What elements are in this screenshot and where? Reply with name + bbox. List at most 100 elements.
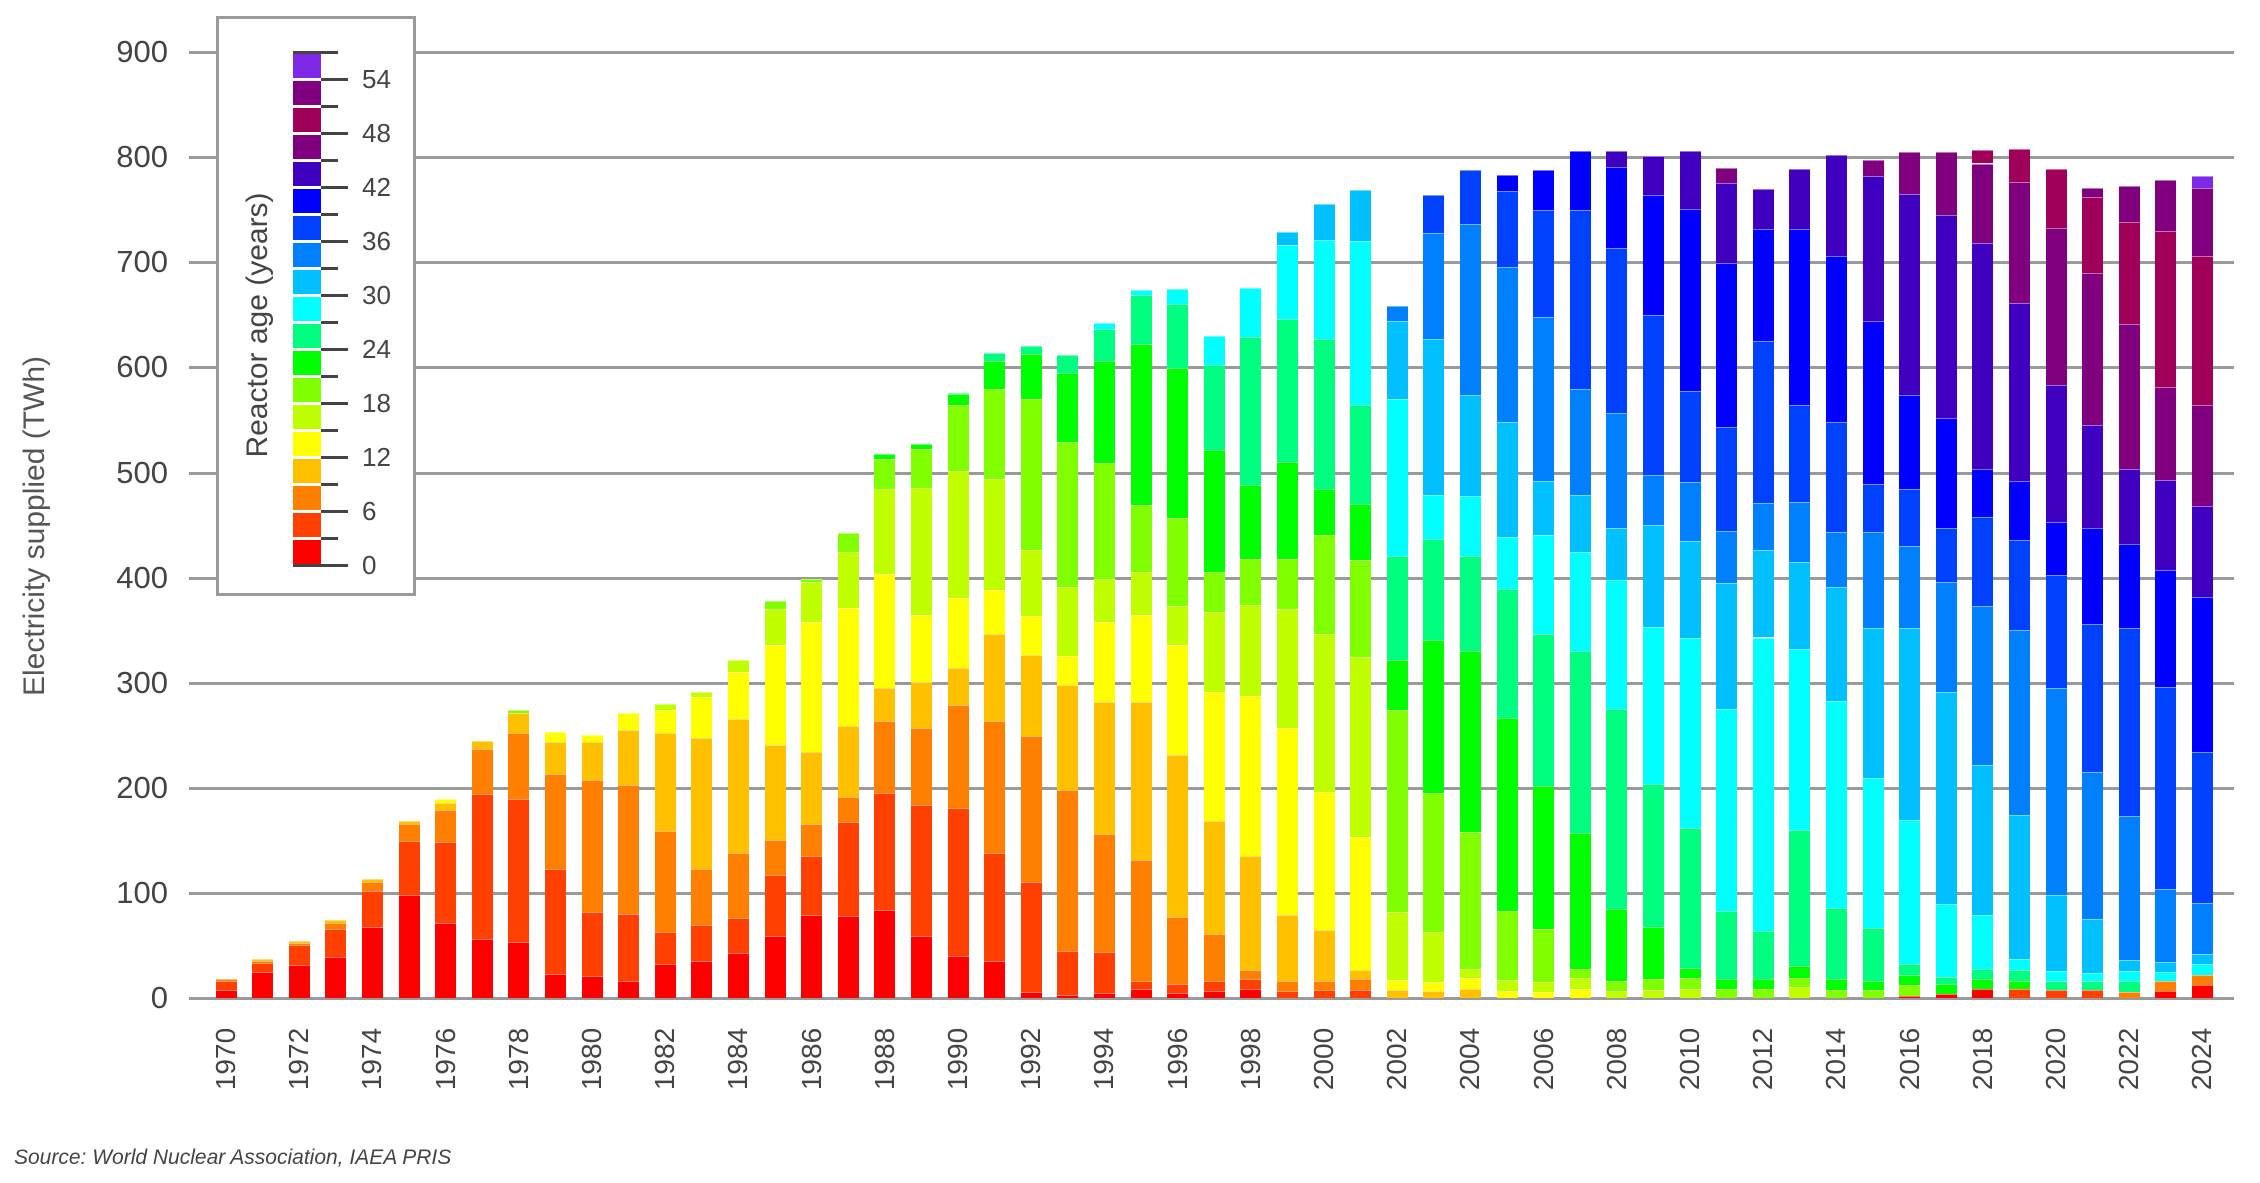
bar-segment-age-33-36	[1642, 474, 1664, 526]
bar-segment-age-39-42	[1935, 417, 1957, 529]
y-tick-label: 700	[116, 244, 168, 280]
bar-segment-age-6-9	[435, 809, 457, 843]
bar-segment-age-6-9	[361, 882, 383, 891]
bar-segment-age-36-39	[2008, 539, 2030, 631]
bar-segment-age-3-6	[398, 841, 420, 895]
bar-segment-age-9-12	[1020, 655, 1042, 737]
bar-segment-age-24-27	[1679, 827, 1701, 968]
bar-segment-age-36-39	[1459, 169, 1481, 225]
bar-segment-age-36-39	[1789, 405, 1811, 502]
bar-segment-age-36-39	[1752, 341, 1774, 503]
bar-segment-age-27-30	[1899, 820, 1921, 965]
bar-segment-age-9-12	[837, 725, 859, 798]
bar-segment-age-18-21	[1386, 710, 1408, 912]
bar-segment-age-48-51	[2155, 230, 2177, 388]
bar-segment-age-9-12	[398, 821, 420, 824]
bar-segment-age-15-18	[1130, 572, 1152, 616]
colorbar-tick-label: 18	[362, 388, 391, 418]
bar-segment-age-15-18	[1167, 605, 1189, 645]
bar-segment-age-42-45	[1752, 188, 1774, 229]
bar-segment-age-3-6	[361, 890, 383, 927]
bar-segment-age-39-42	[1569, 150, 1591, 210]
bar-segment-age-3-6	[764, 875, 786, 936]
bar-segment-age-15-18	[1093, 578, 1115, 622]
bar-segment-age-0-3	[288, 965, 310, 998]
bar-segment-age-33-36	[1606, 412, 1628, 529]
colorbar-swatch-3-6	[293, 513, 321, 537]
bar-segment-age-6-9	[2155, 981, 2177, 991]
bar-segment-age-36-39	[1606, 247, 1628, 413]
bar-segment-age-9-12	[288, 941, 310, 944]
bar-segment-age-9-12	[654, 733, 676, 831]
bar-segment-age-48-51	[2118, 222, 2140, 325]
colorbar-swatch-36-39	[293, 216, 321, 240]
bar-segment-age-24-27	[1716, 910, 1738, 980]
bar-segment-age-45-48	[2008, 182, 2030, 304]
bar-segment-age-18-21	[1459, 831, 1481, 969]
bar-segment-age-0-3	[654, 964, 676, 998]
bar-segment-age-0-3	[1167, 992, 1189, 998]
bar-segment-age-24-27	[2008, 969, 2030, 982]
colorbar-swatch-45-48	[293, 135, 321, 159]
bar-segment-age-15-18	[1350, 657, 1372, 838]
x-tick-label: 1972	[283, 1027, 315, 1091]
bar-segment-age-18-21	[1350, 559, 1372, 658]
bar-segment-age-0-3	[801, 914, 823, 998]
bar-segment-age-15-18	[1423, 931, 1445, 983]
colorbar-major-tick	[321, 77, 348, 81]
bar-segment-age-6-9	[984, 720, 1006, 853]
bar-segment-age-3-6	[874, 793, 896, 910]
bar-segment-age-9-12	[471, 740, 493, 749]
bar-segment-age-0-3	[544, 973, 566, 998]
bar-segment-age-33-36	[1496, 266, 1518, 423]
bar-segment-age-36-39	[2191, 752, 2213, 904]
gridline	[189, 51, 2234, 55]
bar-segment-age-30-33	[1716, 582, 1738, 709]
bar-segment-age-0-3	[947, 955, 969, 998]
bar-segment-age-0-3	[984, 961, 1006, 998]
x-tick-label: 2010	[1674, 1027, 1705, 1091]
bar-segment-age-21-24	[1386, 659, 1408, 710]
x-tick-label: 1994	[1088, 1027, 1120, 1091]
bar-segment-age-30-33	[1862, 628, 1884, 779]
bar-segment-age-42-45	[2155, 479, 2177, 571]
bar-segment-age-6-9	[1203, 933, 1225, 982]
bar-segment-age-15-18	[1606, 990, 1628, 998]
bar-segment-age-3-6	[1167, 984, 1189, 993]
bar-segment-age-12-15	[1569, 988, 1591, 998]
bar-segment-age-9-12	[910, 681, 932, 728]
colorbar-swatch-24-27	[293, 324, 321, 348]
bar-segment-age-12-15	[1240, 696, 1262, 857]
bar-segment-age-21-24	[1972, 979, 1994, 989]
bar-segment-age-6-9	[1240, 969, 1262, 980]
bar-segment-age-3-6	[288, 945, 310, 966]
bar-segment-age-3-6	[727, 918, 749, 953]
bar-segment-age-12-15	[764, 644, 786, 745]
bar-segment-age-0-3	[618, 981, 640, 998]
bar-segment-age-12-15	[1459, 978, 1481, 989]
colorbar-swatch-6-9	[293, 486, 321, 510]
bar-segment-age-18-21	[1240, 558, 1262, 605]
bar-segment-age-0-3	[581, 975, 603, 998]
bar-segment-age-3-6	[1057, 950, 1079, 995]
bar-segment-age-21-24	[874, 453, 896, 459]
bar-segment-age-6-9	[398, 823, 420, 842]
bar-segment-age-21-24	[1276, 461, 1298, 559]
bar-segment-age-9-12	[727, 719, 749, 853]
colorbar-swatch-39-42	[293, 189, 321, 213]
bar-segment-age-6-9	[618, 784, 640, 914]
bar-segment-age-39-42	[1533, 169, 1555, 210]
bar-segment-age-30-33	[1423, 339, 1445, 495]
bar-segment-age-15-18	[1057, 587, 1079, 657]
bar-segment-age-3-6	[837, 822, 859, 916]
bar-segment-age-39-42	[2008, 480, 2030, 540]
bar-segment-age-30-33	[1533, 480, 1555, 535]
colorbar-swatch-54-57	[293, 54, 321, 78]
bar-segment-age-30-33	[2191, 953, 2213, 965]
bar-segment-age-27-30	[1350, 241, 1372, 406]
bar-segment-age-21-24	[1203, 450, 1225, 573]
bar-segment-age-21-24	[1496, 718, 1518, 911]
bar-segment-age-27-30	[1167, 288, 1189, 305]
bar-segment-age-30-33	[1825, 587, 1847, 701]
bar-segment-age-9-12	[1386, 989, 1408, 998]
